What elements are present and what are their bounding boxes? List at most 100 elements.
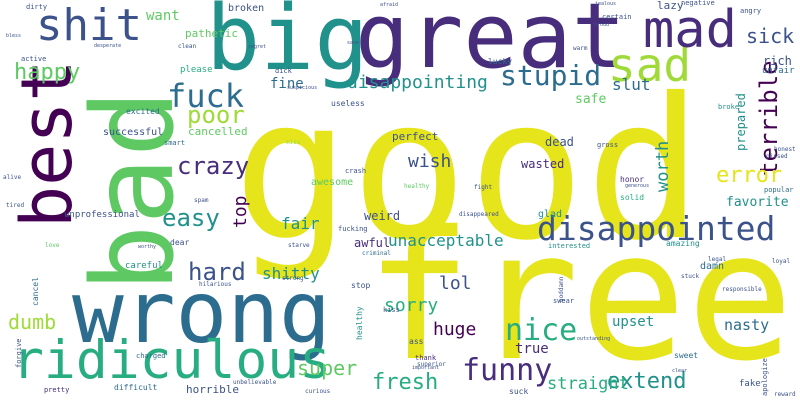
word-outstanding: outstanding [577, 336, 611, 342]
word-stupid: stupid [500, 59, 602, 92]
word-reward: reward [774, 391, 796, 398]
word-disappointed: disappointed [537, 209, 776, 248]
word-disappeared: disappeared [459, 211, 499, 218]
word-happy: happy [14, 60, 81, 85]
word-pathetic: pathetic [185, 27, 238, 40]
word-cancel: cancel [31, 277, 40, 306]
word-pissed: pissed [766, 153, 788, 160]
word-kiss: kiss [383, 306, 400, 314]
word-sad-h: sad [608, 38, 692, 92]
word-alive: alive [3, 174, 22, 181]
word-spam: spam [194, 197, 209, 204]
word-crazy: crazy [177, 152, 250, 180]
word-sorry: sorry [384, 295, 439, 316]
word-regret: regret [248, 44, 267, 50]
word-useless: useless [331, 99, 365, 108]
word-charged: charged [136, 352, 166, 360]
word-favorite: favorite [726, 195, 789, 210]
word-unfair: unfair [762, 66, 795, 76]
word-free: free [365, 193, 794, 400]
word-forgive: forgive [15, 338, 23, 368]
word-goddamn: goddamn [558, 276, 565, 302]
word-strong: strong [282, 275, 304, 282]
word-apologize: apologize [761, 358, 769, 396]
word-broken: broken [228, 3, 265, 14]
word-upset: upset [612, 314, 655, 330]
word-unbelievable: unbelievable [233, 379, 277, 386]
word-top: top [230, 195, 251, 228]
word-want: want [146, 8, 180, 24]
word-lucky: lucky [488, 57, 513, 66]
word-super: super [297, 356, 358, 380]
word-thank: thank [415, 354, 437, 362]
word-funny: funny [462, 353, 553, 388]
word-nasty: nasty [724, 316, 770, 334]
word-suspicious: suspicious [287, 85, 318, 91]
word-awful: awful [354, 236, 391, 250]
word-certain: certain [602, 13, 632, 21]
word-awesome: awesome [311, 177, 354, 188]
word-great: great [355, 0, 626, 89]
word-tired: tired [6, 202, 25, 209]
word-good: good [233, 56, 703, 283]
word-miss: miss [286, 139, 301, 146]
word-easy: easy [162, 204, 220, 232]
word-excited: excited [126, 107, 160, 116]
word-interested: interested [548, 242, 591, 250]
word-safe: safe [575, 92, 607, 107]
word-dear: dear [170, 238, 190, 247]
word-dick: dick [275, 67, 292, 75]
word-fight: fight [474, 184, 493, 191]
word-worthy: worthy [138, 244, 157, 250]
word-afraid: afraid [380, 2, 399, 8]
word-honor: honor [620, 175, 645, 184]
word-difficult: difficult [114, 383, 158, 392]
word-pretty: pretty [44, 386, 70, 394]
word-negative: negative [681, 0, 715, 7]
word-starve: starve [288, 242, 310, 249]
word-stop: stop [351, 281, 371, 290]
word-criminal: criminal [362, 250, 391, 257]
word-damn: damn [700, 261, 725, 272]
word-bless: bless [6, 33, 22, 39]
word-straight: straight [547, 374, 629, 394]
word-responsible: responsible [722, 286, 762, 293]
word-cancelled: cancelled [188, 125, 248, 138]
word-wasted: wasted [521, 157, 565, 171]
word-important: important [412, 365, 440, 371]
word-fuck: fuck [167, 77, 245, 115]
word-swear: swear [553, 297, 575, 305]
word-save: save [347, 40, 360, 46]
word-curious: curious [305, 388, 331, 395]
word-weird: weird [364, 209, 401, 223]
word-dead: dead [545, 135, 574, 149]
word-ridiculous: ridiculous [12, 330, 332, 391]
word-fucking: fucking [338, 225, 368, 233]
word-fresh: fresh [372, 370, 439, 395]
word-shit: shit [36, 0, 142, 51]
word-stuck: stuck [681, 273, 700, 280]
word-huge: huge [433, 319, 477, 340]
word-wish: wish [408, 151, 452, 172]
word-slut: slut [612, 75, 651, 94]
word-smart: smart [164, 139, 186, 147]
word-crash: crash [345, 167, 367, 175]
word-extend: extend [607, 369, 687, 394]
word-horrible: horrible [186, 383, 239, 396]
word-ass: ass [409, 337, 424, 346]
word-rich: rich [763, 54, 792, 68]
word-nice: nice [505, 313, 578, 348]
word-unprofessional: unprofessional [64, 210, 140, 220]
word-poor: poor [187, 101, 245, 129]
word-unacceptable: unacceptable [388, 231, 504, 250]
word-popular: popular [764, 186, 794, 194]
word-disappointing: disappointing [347, 72, 488, 93]
word-sick: sick [746, 24, 795, 48]
word-superior: superior [417, 361, 446, 368]
word-successful: successful [103, 127, 164, 138]
word-gross: gross [597, 141, 619, 149]
word-fake: fake [739, 379, 761, 389]
word-lol: lol [439, 273, 472, 294]
word-clear: clear [672, 368, 688, 374]
